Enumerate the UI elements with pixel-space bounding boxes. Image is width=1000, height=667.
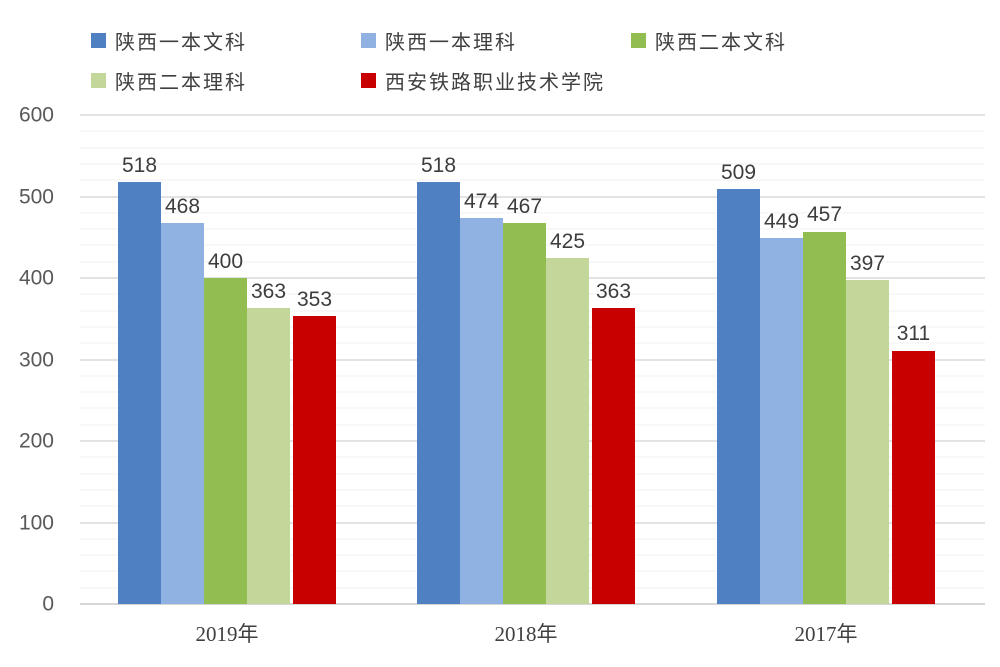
bar-value-label: 353	[296, 288, 333, 312]
bar-cell: 509	[717, 115, 760, 604]
bar-cell: 518	[417, 115, 460, 604]
legend-item-label: 陕西一本文科	[115, 31, 247, 54]
y-axis: 0 100 200 300 400 500 600	[0, 105, 54, 615]
legend-item-label: 陕西二本文科	[655, 31, 787, 54]
y-tick-label: 600	[18, 103, 54, 127]
bar	[417, 181, 460, 604]
bar-value-label: 449	[763, 209, 800, 233]
bar-value-label: 518	[121, 153, 158, 177]
bar-value-label: 363	[250, 280, 287, 304]
legend-item-label: 西安铁路职业技术学院	[385, 71, 605, 94]
bar-cell: 468	[161, 115, 204, 604]
major-gridline	[80, 114, 985, 116]
bar-cell: 467	[503, 115, 546, 604]
legend-item-label: 陕西一本理科	[385, 31, 517, 54]
minor-gridline	[80, 147, 985, 149]
bar-group: 518 468 400 363 353	[118, 115, 336, 604]
x-category-label: 2019年	[195, 622, 259, 646]
bar-value-label: 467	[506, 195, 543, 219]
bar-value-label: 400	[207, 249, 244, 273]
bar-cell: 474	[460, 115, 503, 604]
legend-item: 陕西一本文科	[91, 26, 361, 55]
major-gridline	[80, 195, 985, 198]
bar	[503, 223, 546, 604]
bar-group: 509 449 457 397 311	[717, 115, 935, 604]
legend-swatch	[91, 32, 106, 48]
legend-swatch	[631, 32, 646, 48]
bar-cell: 397	[846, 115, 889, 604]
bar-value-label: 311	[896, 322, 931, 346]
legend-row: 陕西一本文科 陕西一本理科 陕西二本文科	[91, 20, 901, 60]
bar-value-label: 425	[549, 229, 586, 253]
bar-cell: 353	[293, 115, 336, 604]
legend-item: 陕西一本理科	[361, 26, 631, 55]
bar	[892, 350, 935, 604]
y-tick-label: 500	[18, 185, 54, 208]
bar-cell: 518	[118, 115, 161, 604]
bar	[247, 308, 290, 604]
bar-cell: 311	[892, 115, 935, 604]
bar	[592, 308, 635, 604]
bar-group: 518 474 467 425 363	[417, 115, 635, 604]
bar	[846, 280, 889, 604]
x-axis-line	[80, 603, 985, 605]
y-tick-label: 400	[18, 266, 54, 290]
bar-cell: 457	[803, 115, 846, 604]
bar	[118, 181, 161, 604]
legend: 陕西一本文科 陕西一本理科 陕西二本文科陕西二本理科 西安铁路职业技术学院	[91, 20, 901, 100]
legend-item-label: 陕西二本理科	[115, 71, 247, 94]
bar	[293, 316, 336, 604]
minor-gridline	[80, 179, 985, 181]
bar-cell: 363	[592, 115, 635, 604]
y-tick-label: 300	[18, 348, 54, 371]
bar-value-label: 468	[164, 194, 201, 218]
bar-value-label: 457	[806, 203, 843, 227]
legend-item: 西安铁路职业技术学院	[361, 66, 631, 95]
bar-cell: 449	[760, 115, 803, 604]
y-tick-label: 100	[18, 511, 54, 535]
minor-gridline	[80, 212, 985, 214]
bar	[717, 189, 760, 604]
legend-swatch	[91, 72, 106, 88]
legend-swatch	[361, 32, 376, 48]
y-tick-label: 200	[18, 429, 54, 453]
bar	[204, 278, 247, 604]
bar	[760, 238, 803, 604]
bar	[546, 257, 589, 604]
minor-gridline	[80, 130, 985, 132]
bar	[803, 231, 846, 604]
bar-cell: 363	[247, 115, 290, 604]
bar-value-label: 518	[420, 153, 457, 177]
x-category-label: 2018年	[494, 622, 558, 646]
bar-value-label: 397	[849, 252, 886, 276]
legend-swatch	[361, 72, 376, 88]
bar-cell: 400	[204, 115, 247, 604]
plot-area: 518 468 400 363 353 518 474 467 425 363 509 449 457 3…	[80, 114, 985, 646]
x-category-label: 2017年	[794, 622, 858, 646]
minor-gridline	[80, 163, 985, 165]
bar-value-label: 474	[463, 189, 500, 213]
bar-value-label: 509	[720, 161, 757, 185]
bar-cell: 425	[546, 115, 589, 604]
legend-item: 陕西二本理科	[91, 66, 361, 95]
y-tick-label: 0	[42, 592, 54, 616]
bar	[460, 217, 503, 604]
legend-item: 陕西二本文科	[631, 26, 901, 55]
bar	[161, 222, 204, 604]
legend-row: 陕西二本理科 西安铁路职业技术学院	[91, 60, 901, 100]
bar-value-label: 363	[595, 280, 632, 304]
